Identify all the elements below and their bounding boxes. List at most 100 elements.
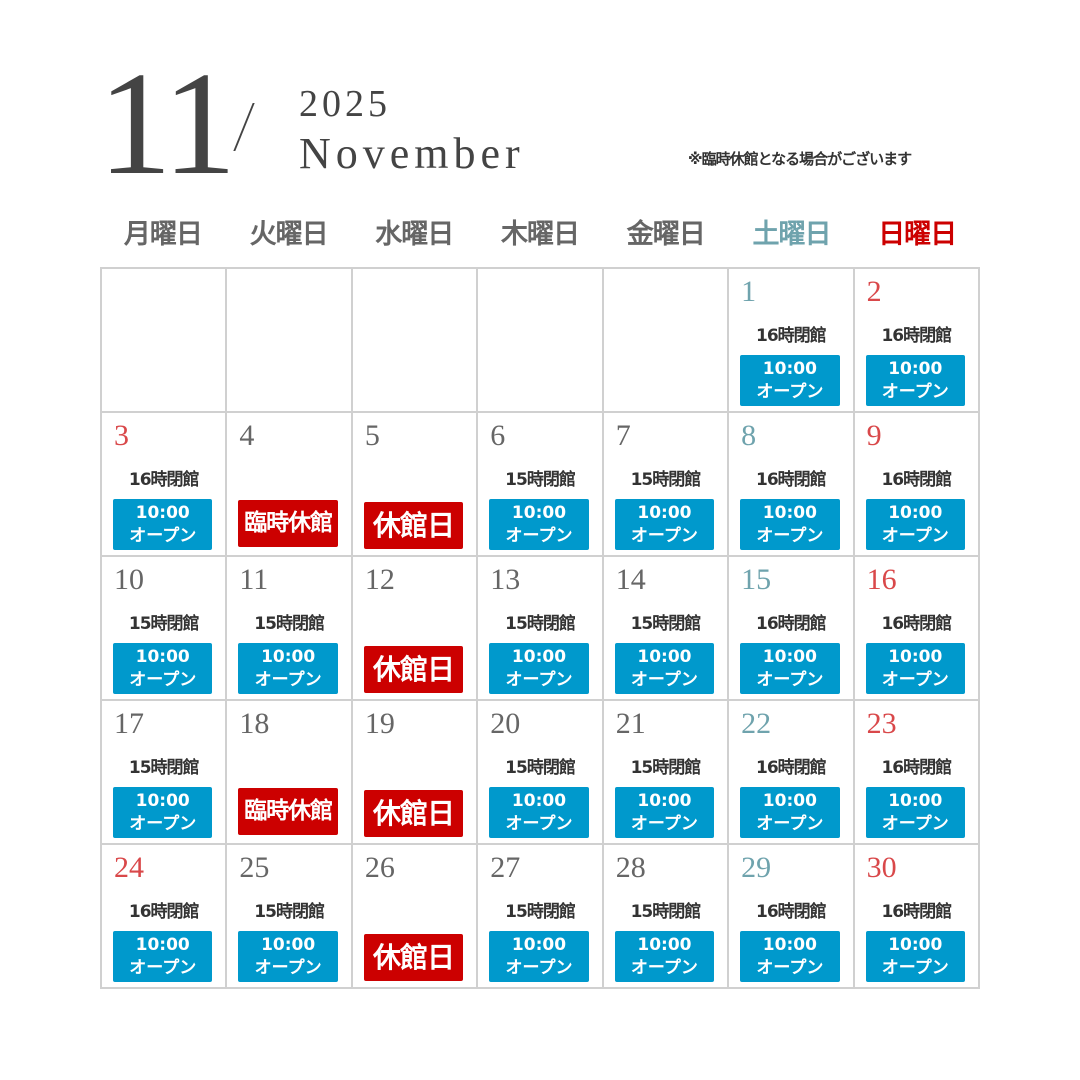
closing-time: 15時閉館 bbox=[254, 614, 325, 634]
weekday-2: 水曜日 bbox=[375, 219, 454, 250]
day-number: 10 bbox=[114, 563, 144, 596]
closing-time: 15時閉館 bbox=[630, 614, 702, 634]
day-cell: 5 休館日 bbox=[352, 413, 479, 557]
weekday-6: 日曜日 bbox=[878, 219, 957, 250]
day-number: 9 bbox=[866, 419, 882, 452]
day-number: 8 bbox=[741, 419, 757, 452]
day-number: 15 bbox=[741, 563, 772, 596]
closing-time: 15時閉館 bbox=[128, 614, 200, 634]
year: 2025 bbox=[299, 83, 391, 125]
open-time: 10:00 bbox=[511, 503, 567, 523]
open-time: 10:00 bbox=[637, 935, 692, 955]
open-time: 10:00 bbox=[637, 647, 692, 667]
day-cell: 26 休館日 bbox=[352, 845, 479, 989]
day-cell: 14 15時閉館 10:00 オープン bbox=[603, 557, 730, 701]
open-badge: 10:00 オープン bbox=[865, 643, 965, 694]
open-text: オープン bbox=[756, 382, 824, 402]
open-time: 10:00 bbox=[135, 791, 190, 811]
weekday-1: 火曜日 bbox=[249, 219, 329, 250]
open-time: 10:00 bbox=[511, 791, 567, 811]
day-cell: 22 16時閉館 10:00 オープン bbox=[729, 701, 855, 845]
open-time: 10:00 bbox=[762, 359, 817, 379]
open-badge: 10:00 オープン bbox=[113, 643, 213, 694]
open-badge: 10:00 オープン bbox=[489, 931, 589, 982]
open-badge: 10:00 オープン bbox=[865, 355, 965, 406]
closing-time: 15時閉館 bbox=[505, 470, 576, 490]
open-text: オープン bbox=[129, 670, 197, 690]
closing-time: 15時閉館 bbox=[505, 902, 576, 922]
day-cell: 20 15時閉館 10:00 オープン bbox=[478, 701, 604, 845]
open-text: オープン bbox=[756, 958, 824, 978]
open-badge: 10:00 オープン bbox=[740, 355, 840, 406]
day-cell: 29 16時閉館 10:00 オープン bbox=[729, 845, 855, 989]
day-cell: 18 臨時休館 bbox=[227, 701, 353, 845]
open-badge: 10:00 オープン bbox=[614, 643, 715, 694]
open-text: オープン bbox=[505, 958, 573, 978]
open-text: オープン bbox=[254, 958, 322, 978]
weekday-3: 木曜日 bbox=[501, 219, 580, 250]
regular-closed-badge: 休館日 bbox=[363, 934, 464, 981]
open-badge: 10:00 オープン bbox=[113, 931, 213, 982]
weekday-0: 月曜日 bbox=[123, 219, 203, 250]
open-time: 10:00 bbox=[511, 935, 567, 955]
day-cell: 28 15時閉館 10:00 オープン bbox=[603, 845, 730, 989]
open-time: 10:00 bbox=[888, 359, 943, 379]
open-time: 10:00 bbox=[762, 935, 817, 955]
open-text: オープン bbox=[881, 814, 949, 834]
closing-time: 16時閉館 bbox=[756, 902, 827, 922]
empty-cell bbox=[102, 269, 228, 413]
day-cell: 7 15時閉館 10:00 オープン bbox=[603, 413, 730, 557]
day-cell: 12 休館日 bbox=[352, 557, 479, 701]
day-cell: 30 16時閉館 10:00 オープン bbox=[854, 845, 980, 989]
open-time: 10:00 bbox=[888, 935, 943, 955]
open-text: オープン bbox=[505, 526, 573, 546]
open-time: 10:00 bbox=[888, 503, 943, 523]
open-badge: 10:00 オープン bbox=[489, 787, 589, 838]
temporary-closed-badge: 臨時休館 bbox=[238, 788, 338, 835]
day-number: 18 bbox=[239, 707, 270, 740]
day-cell: 6 15時閉館 10:00 オープン bbox=[478, 413, 604, 557]
closing-time: 16時閉館 bbox=[128, 902, 200, 922]
open-text: オープン bbox=[254, 670, 322, 690]
day-number: 11 bbox=[239, 563, 269, 596]
open-badge: 10:00 オープン bbox=[740, 499, 840, 550]
day-number: 27 bbox=[490, 851, 521, 884]
calendar-grid: 1 16時閉館 10:00 オープン 2 16時閉館 10:00 オープン 3 16時閉館 10:0… bbox=[100, 267, 980, 989]
weekday-4: 金曜日 bbox=[626, 219, 706, 250]
closing-time: 16時閉館 bbox=[881, 470, 952, 490]
day-number: 28 bbox=[615, 851, 646, 884]
open-time: 10:00 bbox=[762, 503, 817, 523]
open-text: オープン bbox=[129, 526, 197, 546]
temporary-closed-badge: 臨時休館 bbox=[238, 500, 338, 547]
closing-time: 15時閉館 bbox=[630, 470, 702, 490]
day-number: 13 bbox=[490, 563, 521, 596]
day-number: 7 bbox=[615, 419, 631, 452]
open-badge: 10:00 オープン bbox=[865, 787, 965, 838]
day-cell: 24 16時閉館 10:00 オープン bbox=[102, 845, 228, 989]
month-name: November bbox=[299, 129, 525, 178]
closing-time: 16時閉館 bbox=[756, 614, 827, 634]
day-number: 1 bbox=[741, 275, 757, 308]
weekday-header: 月曜日 火曜日 水曜日 木曜日 金曜日 土曜日 日曜日 bbox=[100, 212, 980, 251]
day-number: 5 bbox=[364, 419, 380, 452]
empty-cell bbox=[227, 269, 353, 413]
day-number: 23 bbox=[866, 707, 897, 740]
day-cell: 19 休館日 bbox=[352, 701, 479, 845]
empty-cell bbox=[603, 269, 730, 413]
open-badge: 10:00 オープン bbox=[614, 787, 715, 838]
open-text: オープン bbox=[630, 526, 698, 546]
day-number: 30 bbox=[866, 851, 897, 884]
day-number: 17 bbox=[114, 707, 144, 740]
day-number: 25 bbox=[239, 851, 270, 884]
open-time: 10:00 bbox=[637, 791, 692, 811]
open-badge: 10:00 オープン bbox=[489, 499, 589, 550]
open-text: オープン bbox=[756, 814, 824, 834]
day-cell: 2 16時閉館 10:00 オープン bbox=[854, 269, 980, 413]
day-cell: 10 15時閉館 10:00 オープン bbox=[102, 557, 228, 701]
open-badge: 10:00 オープン bbox=[489, 643, 589, 694]
day-cell: 15 16時閉館 10:00 オープン bbox=[729, 557, 855, 701]
open-time: 10:00 bbox=[511, 647, 567, 667]
open-text: オープン bbox=[881, 382, 949, 402]
day-number: 3 bbox=[114, 419, 129, 452]
month-number: 11 bbox=[98, 42, 237, 206]
